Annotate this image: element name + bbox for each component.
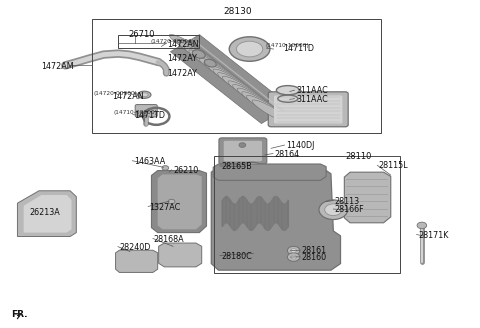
Text: 28160: 28160 — [301, 253, 326, 262]
Polygon shape — [344, 172, 391, 223]
Ellipse shape — [193, 53, 232, 76]
Text: (14710-00000): (14710-00000) — [114, 110, 157, 114]
Text: 1472AM: 1472AM — [41, 62, 74, 71]
Ellipse shape — [233, 85, 271, 107]
Text: 26710: 26710 — [129, 30, 155, 39]
Text: 311AAC: 311AAC — [297, 95, 328, 104]
Polygon shape — [170, 35, 290, 124]
Circle shape — [162, 166, 168, 170]
Ellipse shape — [276, 86, 300, 95]
Text: 28115L: 28115L — [379, 161, 408, 171]
Text: 1472AN: 1472AN — [112, 92, 144, 101]
Text: 1471TD: 1471TD — [134, 111, 165, 120]
Circle shape — [291, 255, 297, 259]
Text: 28161: 28161 — [301, 246, 326, 256]
FancyBboxPatch shape — [268, 92, 348, 127]
Ellipse shape — [237, 88, 276, 111]
Text: 28164: 28164 — [275, 150, 300, 159]
Bar — [118, 35, 199, 48]
Text: 28168A: 28168A — [154, 235, 184, 244]
Circle shape — [417, 222, 427, 229]
Text: 28240D: 28240D — [120, 243, 151, 252]
Polygon shape — [157, 174, 202, 229]
Text: 28110: 28110 — [345, 152, 372, 161]
Text: (14720-00000): (14720-00000) — [151, 39, 194, 44]
Circle shape — [319, 200, 348, 219]
Text: 28180C: 28180C — [222, 252, 252, 261]
Polygon shape — [116, 250, 157, 273]
FancyBboxPatch shape — [224, 141, 262, 161]
Bar — [214, 156, 400, 274]
Ellipse shape — [208, 65, 247, 88]
Text: (14710-10000): (14710-10000) — [265, 43, 309, 48]
Ellipse shape — [184, 46, 223, 69]
Polygon shape — [213, 164, 326, 180]
Text: 28166F: 28166F — [335, 205, 364, 214]
FancyBboxPatch shape — [274, 95, 342, 124]
Ellipse shape — [141, 93, 148, 97]
Text: 28165B: 28165B — [222, 162, 252, 171]
Ellipse shape — [204, 62, 242, 85]
Circle shape — [324, 204, 342, 215]
Text: 26210: 26210 — [173, 166, 198, 175]
Circle shape — [168, 199, 175, 204]
Circle shape — [291, 249, 297, 253]
Text: FR.: FR. — [11, 310, 28, 319]
Ellipse shape — [192, 50, 205, 58]
Polygon shape — [158, 243, 202, 267]
Text: 1472AY: 1472AY — [167, 69, 197, 78]
Ellipse shape — [217, 73, 256, 95]
Ellipse shape — [242, 162, 262, 171]
FancyBboxPatch shape — [135, 105, 157, 117]
Polygon shape — [152, 171, 206, 233]
Ellipse shape — [252, 100, 290, 123]
Ellipse shape — [246, 95, 285, 118]
Ellipse shape — [213, 69, 252, 92]
Ellipse shape — [189, 50, 227, 73]
Text: 28113: 28113 — [335, 197, 360, 206]
Ellipse shape — [237, 41, 263, 57]
Ellipse shape — [228, 81, 266, 104]
Ellipse shape — [242, 92, 280, 114]
Polygon shape — [211, 167, 340, 270]
Ellipse shape — [204, 59, 216, 67]
Text: 1463AA: 1463AA — [134, 157, 165, 166]
Circle shape — [288, 253, 300, 261]
Ellipse shape — [169, 34, 207, 57]
Ellipse shape — [175, 39, 213, 62]
Text: 1140DJ: 1140DJ — [286, 141, 314, 150]
Circle shape — [288, 246, 300, 255]
Ellipse shape — [222, 76, 261, 99]
Ellipse shape — [229, 37, 270, 61]
Ellipse shape — [138, 91, 151, 98]
Ellipse shape — [199, 58, 238, 81]
Text: 1327AC: 1327AC — [149, 203, 180, 212]
Bar — [92, 19, 381, 133]
Text: 28130: 28130 — [223, 7, 252, 16]
FancyBboxPatch shape — [219, 138, 267, 164]
Circle shape — [239, 143, 246, 147]
Text: 1472AN: 1472AN — [167, 40, 198, 49]
Text: (14720-00000): (14720-00000) — [93, 91, 137, 96]
Polygon shape — [17, 191, 76, 236]
Ellipse shape — [180, 43, 218, 66]
Text: 28171K: 28171K — [418, 231, 448, 240]
Text: 26213A: 26213A — [29, 208, 60, 217]
Polygon shape — [24, 195, 72, 233]
Text: 311AAC: 311AAC — [297, 86, 328, 95]
Text: 1472AY: 1472AY — [167, 54, 197, 63]
Text: 1471TD: 1471TD — [283, 44, 314, 53]
